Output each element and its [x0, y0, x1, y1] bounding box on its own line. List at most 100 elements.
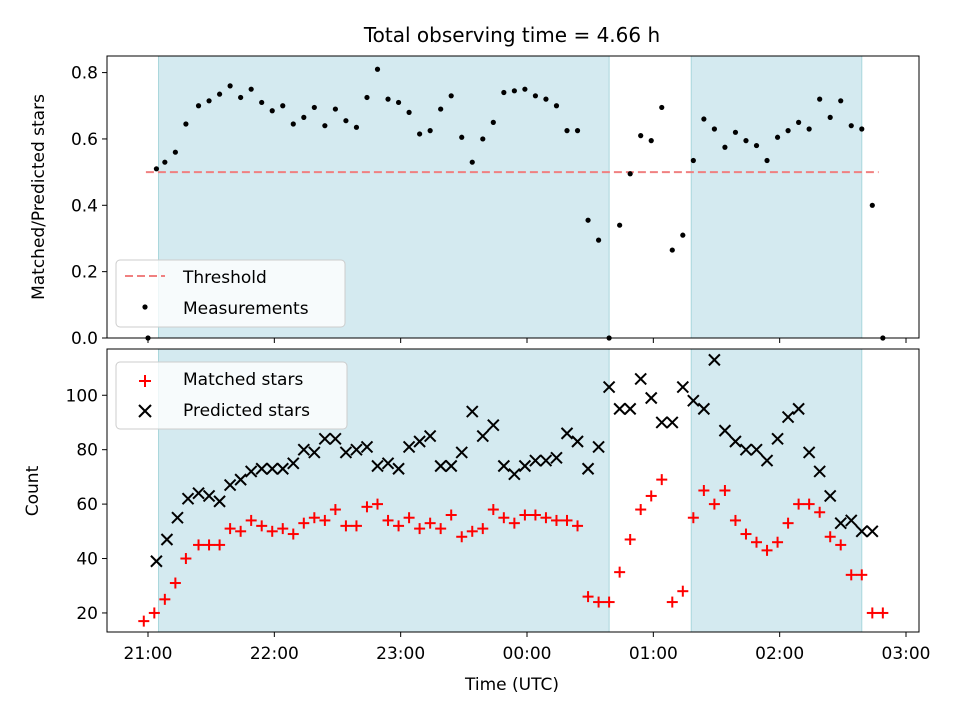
matched-star-point	[382, 514, 394, 526]
legend-measurements-swatch	[142, 304, 148, 310]
predicted-star-point	[234, 473, 247, 486]
predicted-star-point	[202, 489, 216, 503]
predicted-star-point	[476, 429, 489, 443]
bottom-axes-frame	[106, 348, 920, 633]
matched-star-point	[169, 577, 181, 589]
matched-star-point	[329, 504, 341, 516]
predicted-star-point	[192, 487, 205, 500]
predicted-star-point	[297, 443, 311, 456]
matched-star-point	[277, 523, 289, 535]
matched-star-point	[224, 523, 236, 535]
predicted-star-point	[181, 492, 195, 505]
matched-star-point	[582, 591, 594, 603]
matched-star-point	[751, 536, 763, 548]
matched-star-point	[414, 523, 426, 535]
matched-star-point	[266, 525, 278, 537]
top-y-axis-label: Matched/Predicted stars	[29, 94, 49, 300]
matched-star-point	[824, 531, 836, 543]
matched-star-point	[666, 596, 678, 608]
matched-stars-series	[138, 474, 889, 627]
measurement-point	[680, 232, 686, 238]
predicted-star-point	[444, 459, 458, 473]
legend-measurements-label: Measurements	[183, 299, 309, 319]
predicted-star-point	[392, 462, 405, 475]
matched-star-point	[782, 517, 794, 529]
predicted-star-point	[518, 459, 532, 473]
predicted-star-point	[781, 410, 795, 424]
measurement-point	[406, 109, 412, 115]
predicted-star-point	[687, 394, 700, 407]
predicted-star-point	[581, 462, 595, 475]
measurement-point	[480, 136, 486, 142]
matched-star-point	[287, 528, 299, 540]
x-tick-label: 00:00	[503, 644, 552, 664]
measurement-point	[259, 99, 265, 106]
predicted-star-point	[613, 402, 626, 416]
measurement-point	[595, 237, 602, 243]
measurement-point	[206, 98, 212, 104]
matched-star-point	[456, 531, 468, 543]
predicted-star-point	[697, 402, 711, 416]
predicted-star-point	[287, 457, 300, 470]
matched-star-point	[159, 593, 171, 605]
measurement-point	[301, 114, 307, 120]
predicted-star-point	[834, 516, 847, 530]
matched-star-point	[845, 569, 857, 581]
measurement-point	[438, 106, 444, 112]
predicted-star-point	[571, 435, 584, 448]
legend-predicted-swatch	[138, 404, 152, 418]
measurement-point	[172, 149, 178, 155]
predicted-star-point	[560, 427, 574, 440]
predicted-star-point	[318, 432, 332, 446]
measurement-point	[869, 202, 875, 208]
predicted-star-point	[497, 459, 511, 473]
matched-star-point	[245, 514, 257, 526]
predicted-star-point	[455, 446, 468, 459]
measurement-point	[753, 142, 760, 149]
matched-star-point	[445, 509, 457, 521]
shaded-interval-1	[690, 348, 863, 633]
measurement-point	[827, 114, 833, 120]
predicted-star-point	[381, 457, 395, 470]
predicted-star-point	[308, 446, 321, 459]
predicted-star-point	[276, 462, 289, 475]
predicted-star-point	[634, 372, 647, 386]
measurement-point	[743, 138, 749, 144]
matched-star-point	[656, 474, 668, 486]
measurement-point	[183, 121, 189, 127]
y-tick-label: 0.8	[71, 64, 98, 84]
predicted-star-point	[866, 525, 879, 538]
predicted-star-point	[466, 405, 479, 418]
predicted-star-point	[550, 451, 563, 465]
measurement-point	[532, 93, 539, 99]
matched-star-point	[308, 512, 320, 524]
predicted-star-point	[350, 443, 363, 456]
measurement-point	[701, 116, 707, 122]
matched-star-point	[624, 533, 636, 545]
matched-star-point	[593, 596, 605, 608]
predicted-star-point	[802, 446, 816, 459]
matched-star-point	[214, 539, 226, 551]
matched-star-point	[487, 504, 499, 516]
matched-star-point	[193, 539, 205, 551]
matched-star-point	[761, 544, 773, 556]
x-axis-label: Time (UTC)	[464, 675, 559, 695]
measurement-point	[364, 94, 370, 101]
matched-star-point	[403, 512, 415, 524]
matched-star-point	[645, 490, 657, 502]
predicted-star-point	[760, 454, 774, 467]
matched-star-point	[635, 504, 647, 516]
top-x-ticks	[147, 338, 907, 343]
measurement-point	[162, 159, 168, 165]
matched-star-point	[772, 536, 784, 548]
matched-star-point	[372, 498, 384, 510]
measurement-point	[290, 121, 296, 127]
predicted-star-point	[360, 440, 374, 454]
measurement-point	[859, 126, 865, 132]
measurement-point	[764, 157, 770, 164]
predicted-star-point	[845, 514, 858, 527]
measurement-point	[543, 96, 549, 102]
predicted-star-point	[823, 489, 837, 503]
matched-star-point	[361, 501, 373, 513]
